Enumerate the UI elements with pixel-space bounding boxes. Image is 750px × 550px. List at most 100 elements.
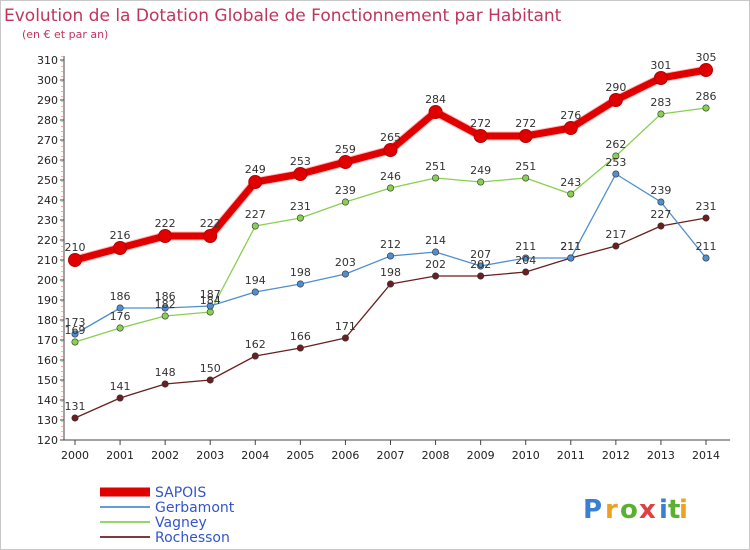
x-tick-label: 2007: [377, 449, 405, 462]
x-tick-label: 2013: [647, 449, 675, 462]
point-vagney: [341, 198, 349, 206]
data-label-sapois: 284: [425, 93, 446, 106]
data-label-rochesson: 202: [470, 258, 491, 271]
point-rochesson: [386, 280, 394, 288]
data-label-gerbamont: 211: [515, 240, 536, 253]
point-sapois: [699, 63, 713, 77]
point-gerbamont: [702, 254, 710, 262]
data-label-vagney: 283: [650, 96, 671, 109]
legend-label-vagney: Vagney: [155, 515, 207, 531]
data-label-rochesson: 204: [515, 254, 536, 267]
data-label-gerbamont: 203: [335, 256, 356, 269]
y-tick-label: 270: [37, 134, 58, 147]
y-tick-label: 250: [37, 174, 58, 187]
point-vagney: [161, 312, 169, 320]
data-label-vagney: 184: [200, 294, 221, 307]
point-rochesson: [341, 334, 349, 342]
point-gerbamont: [206, 302, 214, 310]
point-gerbamont: [477, 262, 485, 270]
brand-letter: i: [679, 495, 688, 525]
y-tick-label: 130: [37, 414, 58, 427]
data-label-gerbamont: 207: [470, 248, 491, 261]
y-tick-label: 210: [37, 254, 58, 267]
data-label-vagney: 182: [155, 298, 176, 311]
data-label-rochesson: 217: [605, 228, 626, 241]
point-gerbamont: [567, 254, 575, 262]
brand-letter: t: [668, 495, 680, 525]
axes: 120 130 140 150 160 170 180 190 200 210 220 230 240 2…: [37, 54, 730, 462]
point-vagney: [251, 222, 259, 230]
data-label-vagney: 251: [515, 160, 536, 173]
point-gerbamont: [251, 288, 259, 296]
point-vagney: [567, 190, 575, 198]
point-rochesson: [296, 344, 304, 352]
data-label-vagney: 286: [696, 90, 717, 103]
data-label-rochesson: 231: [696, 200, 717, 213]
point-sapois: [203, 229, 218, 243]
data-label-vagney: 227: [245, 208, 266, 221]
point-rochesson: [206, 376, 214, 384]
legend-label-sapois: SAPOIS: [155, 485, 206, 501]
point-sapois: [653, 71, 668, 85]
y-tick-label: 120: [37, 434, 58, 447]
data-label-rochesson: 141: [110, 380, 131, 393]
data-label-rochesson: 166: [290, 330, 311, 343]
brand-letter: o: [620, 495, 638, 525]
point-sapois: [293, 167, 308, 181]
point-rochesson: [477, 272, 485, 280]
x-tick-label: 2008: [422, 449, 450, 462]
data-label-gerbamont: 211: [560, 240, 581, 253]
data-label-rochesson: 171: [335, 320, 356, 333]
data-label-sapois: 210: [65, 241, 86, 254]
point-sapois: [608, 93, 623, 107]
data-label-sapois: 276: [560, 109, 581, 122]
data-label-rochesson: 211: [560, 240, 581, 253]
legend-label-rochesson: Rochesson: [155, 530, 230, 546]
series-lines: [68, 63, 713, 422]
point-sapois: [68, 253, 82, 267]
point-rochesson: [432, 272, 440, 280]
data-label-vagney: 251: [425, 160, 446, 173]
data-label-vagney: 176: [110, 310, 131, 323]
data-label-gerbamont: 214: [425, 234, 446, 247]
x-tick-label: 2003: [196, 449, 224, 462]
brand-letter: r: [605, 495, 618, 525]
point-sapois: [563, 121, 578, 135]
data-label-rochesson: 198: [380, 266, 401, 279]
point-rochesson: [161, 380, 169, 388]
point-rochesson: [116, 394, 124, 402]
data-label-sapois: 272: [470, 117, 491, 130]
chart-subtitle: (en € et par an): [22, 28, 108, 41]
data-label-sapois: 222: [200, 217, 221, 230]
data-label-gerbamont: 239: [650, 184, 671, 197]
point-sapois: [338, 155, 353, 169]
point-vagney: [71, 338, 79, 346]
data-label-rochesson: 150: [200, 362, 221, 375]
x-tick-label: 2001: [106, 449, 134, 462]
point-gerbamont: [161, 304, 169, 312]
point-vagney: [657, 110, 665, 118]
x-tick-label: 2010: [512, 449, 540, 462]
point-vagney: [702, 104, 710, 112]
point-sapois: [158, 229, 173, 243]
point-vagney: [206, 308, 214, 316]
point-rochesson: [612, 242, 620, 250]
point-vagney: [386, 184, 394, 192]
data-label-sapois: 290: [605, 81, 626, 94]
y-tick-label: 200: [37, 274, 58, 287]
point-gerbamont: [657, 198, 665, 206]
data-label-gerbamont: 187: [200, 288, 221, 301]
data-label-rochesson: 227: [650, 208, 671, 221]
point-rochesson: [71, 414, 79, 422]
x-tick-label: 2009: [467, 449, 495, 462]
data-label-vagney: 262: [605, 138, 626, 151]
x-tick-label: 2000: [61, 449, 89, 462]
y-tick-label: 190: [37, 294, 58, 307]
data-label-rochesson: 162: [245, 338, 266, 351]
point-sapois: [248, 175, 263, 189]
